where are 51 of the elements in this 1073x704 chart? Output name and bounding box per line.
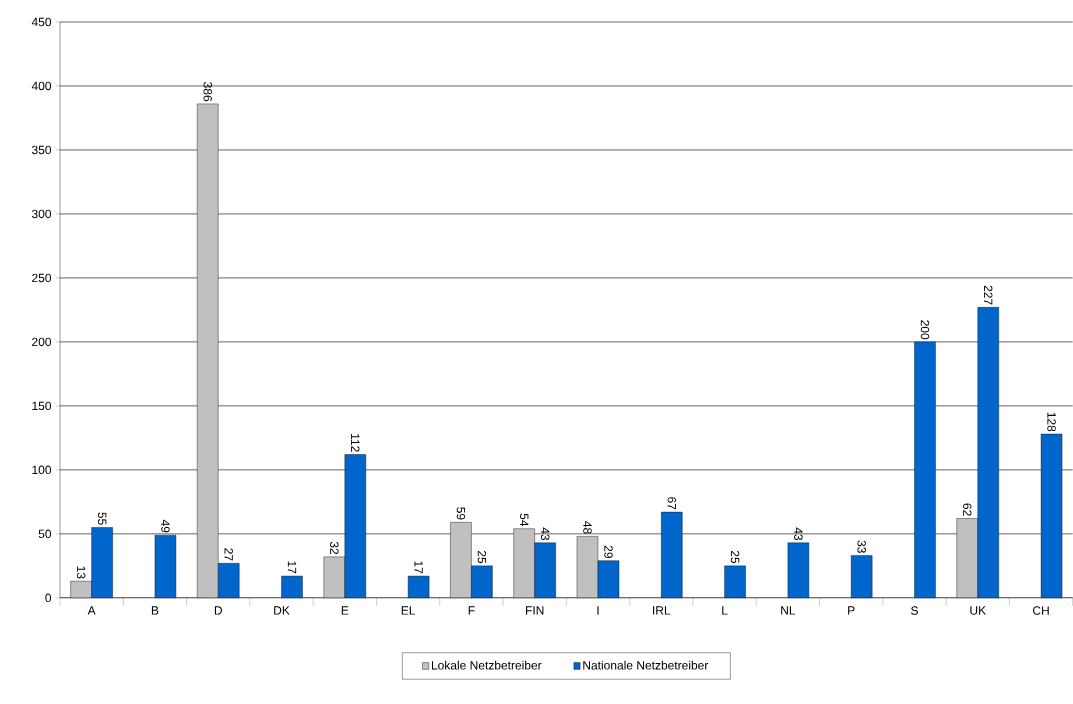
data-label: 227 xyxy=(984,285,993,305)
x-tick-label: B xyxy=(151,606,159,615)
x-tick-label: P xyxy=(848,606,855,615)
x-tick-label: A xyxy=(87,606,96,615)
y-tick-label: 350 xyxy=(31,145,52,155)
x-tick-label: IRL xyxy=(653,606,671,615)
y-tick-label: 450 xyxy=(31,17,52,27)
data-label: 59 xyxy=(456,507,466,520)
data-label: 67 xyxy=(667,497,677,510)
y-tick-label: 50 xyxy=(38,529,52,539)
y-tick-label: 0 xyxy=(45,593,52,603)
data-label: 25 xyxy=(730,550,740,564)
data-label: 128 xyxy=(1047,412,1056,432)
data-label: 32 xyxy=(330,541,339,555)
data-label: 112 xyxy=(351,434,360,452)
y-tick-label: 250 xyxy=(32,273,52,283)
x-tick-label: UK xyxy=(970,606,986,615)
data-label: 43 xyxy=(540,527,550,541)
data-label: 13 xyxy=(76,566,86,579)
y-tick-label: 200 xyxy=(32,337,52,347)
data-label: 62 xyxy=(963,503,972,516)
x-tick-label: NL xyxy=(781,606,796,615)
data-label: 43 xyxy=(794,527,803,541)
data-label: 200 xyxy=(920,320,930,340)
data-label: 27 xyxy=(224,548,233,561)
y-tick-label: 300 xyxy=(31,209,52,219)
x-tick-label: DK xyxy=(274,606,290,615)
data-label: 48 xyxy=(583,521,592,534)
x-tick-label: F xyxy=(468,606,475,615)
data-label: 386 xyxy=(203,82,212,102)
x-tick-label: E xyxy=(341,606,349,615)
data-label: 29 xyxy=(604,545,613,559)
data-label: 49 xyxy=(161,519,170,533)
data-label: 17 xyxy=(414,561,423,574)
legend-label: Lokale Netzbetreiber xyxy=(431,660,542,670)
legend-label: Nationale Netzbetreiber xyxy=(583,660,709,670)
x-tick-label: I xyxy=(597,606,599,615)
data-label: 33 xyxy=(857,540,866,553)
x-tick-label: D xyxy=(214,606,222,615)
data-label: 25 xyxy=(477,550,487,564)
y-tick-label: 100 xyxy=(32,465,52,475)
x-tick-label: L xyxy=(722,606,728,615)
x-tick-label: EL xyxy=(401,606,416,615)
data-label: 54 xyxy=(520,513,529,527)
y-tick-label: 400 xyxy=(31,81,52,91)
x-tick-label: CH xyxy=(1033,606,1049,615)
x-tick-label: S xyxy=(911,606,918,615)
x-tick-label: FIN xyxy=(526,606,544,615)
y-tick-label: 150 xyxy=(32,401,52,411)
data-label: 17 xyxy=(287,561,297,574)
data-label: 55 xyxy=(97,512,107,525)
